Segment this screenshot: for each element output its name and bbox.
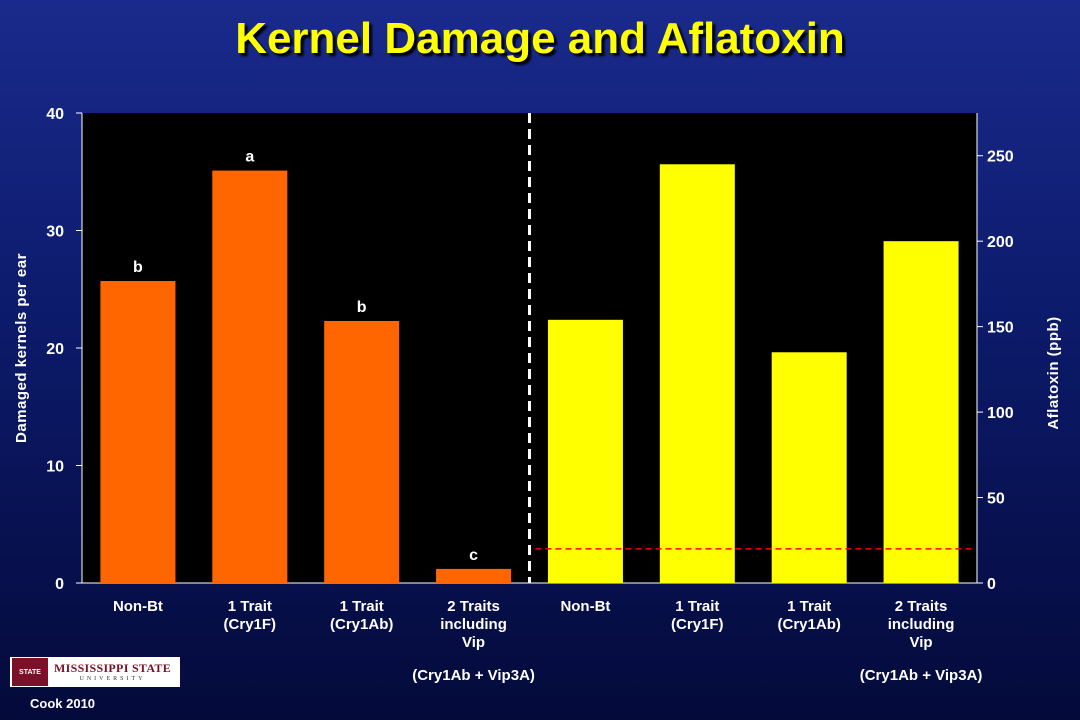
x-category-label: 1 Trait xyxy=(787,598,831,615)
right-axis-tick-label: 50 xyxy=(987,491,1005,508)
group-note-label: (Cry1Ab + Vip3A) xyxy=(860,667,983,684)
significance-letter: c xyxy=(469,547,478,564)
significance-letter: b xyxy=(133,259,143,276)
x-category-label: Vip xyxy=(910,634,933,651)
x-category-label: Non-Bt xyxy=(560,598,610,615)
logo-wordmark: MISSISSIPPI STATE xyxy=(54,661,172,675)
x-category-label: including xyxy=(440,616,507,633)
damage-bar xyxy=(436,568,512,583)
x-category-label: (Cry1F) xyxy=(671,616,724,633)
left-axis-tick-label: 20 xyxy=(46,341,64,358)
page-title: Kernel Damage and Aflatoxin xyxy=(235,14,845,63)
x-category-label: 2 Traits xyxy=(447,598,500,615)
damage-bar xyxy=(324,320,400,583)
right-axis-tick-label: 250 xyxy=(987,149,1014,166)
aflatoxin-bar xyxy=(547,319,623,583)
aflatoxin-bar xyxy=(771,352,847,583)
seal-icon: STATE xyxy=(12,658,48,686)
aflatoxin-bar xyxy=(883,241,959,583)
right-axis-tick-label: 150 xyxy=(987,320,1014,337)
university-logo: STATE MISSISSIPPI STATE UNIVERSITY xyxy=(10,657,180,687)
x-category-label: Vip xyxy=(462,634,485,651)
aflatoxin-bar xyxy=(659,164,735,584)
significance-letter: a xyxy=(245,149,254,166)
right-axis-title: Aflatoxin (ppb) xyxy=(1045,316,1062,429)
x-category-label: including xyxy=(888,616,955,633)
x-category-label: (Cry1Ab) xyxy=(778,616,841,633)
left-axis-tick-label: 30 xyxy=(46,224,64,241)
right-axis-tick-label: 100 xyxy=(987,405,1014,422)
significance-letter: b xyxy=(357,299,367,316)
right-axis-tick-label: 0 xyxy=(987,576,996,593)
x-category-label: 2 Traits xyxy=(895,598,948,615)
left-axis-title: Damaged kernels per ear xyxy=(13,253,30,443)
left-axis-tick-label: 10 xyxy=(46,459,64,476)
x-category-label: 1 Trait xyxy=(675,598,719,615)
left-axis-tick-label: 40 xyxy=(46,106,64,123)
logo-subtitle: UNIVERSITY xyxy=(79,676,146,682)
x-category-label: 1 Trait xyxy=(228,598,272,615)
right-axis-tick-label: 200 xyxy=(987,234,1014,251)
left-axis-tick-label: 0 xyxy=(55,576,64,593)
damage-bar xyxy=(212,170,288,583)
damage-bar xyxy=(100,281,176,583)
x-category-label: 1 Trait xyxy=(340,598,384,615)
x-category-label: (Cry1F) xyxy=(224,616,277,633)
x-category-label: (Cry1Ab) xyxy=(330,616,393,633)
source-credit: Cook 2010 xyxy=(30,696,96,711)
x-category-label: Non-Bt xyxy=(113,598,163,615)
group-note-label: (Cry1Ab + Vip3A) xyxy=(412,667,535,684)
